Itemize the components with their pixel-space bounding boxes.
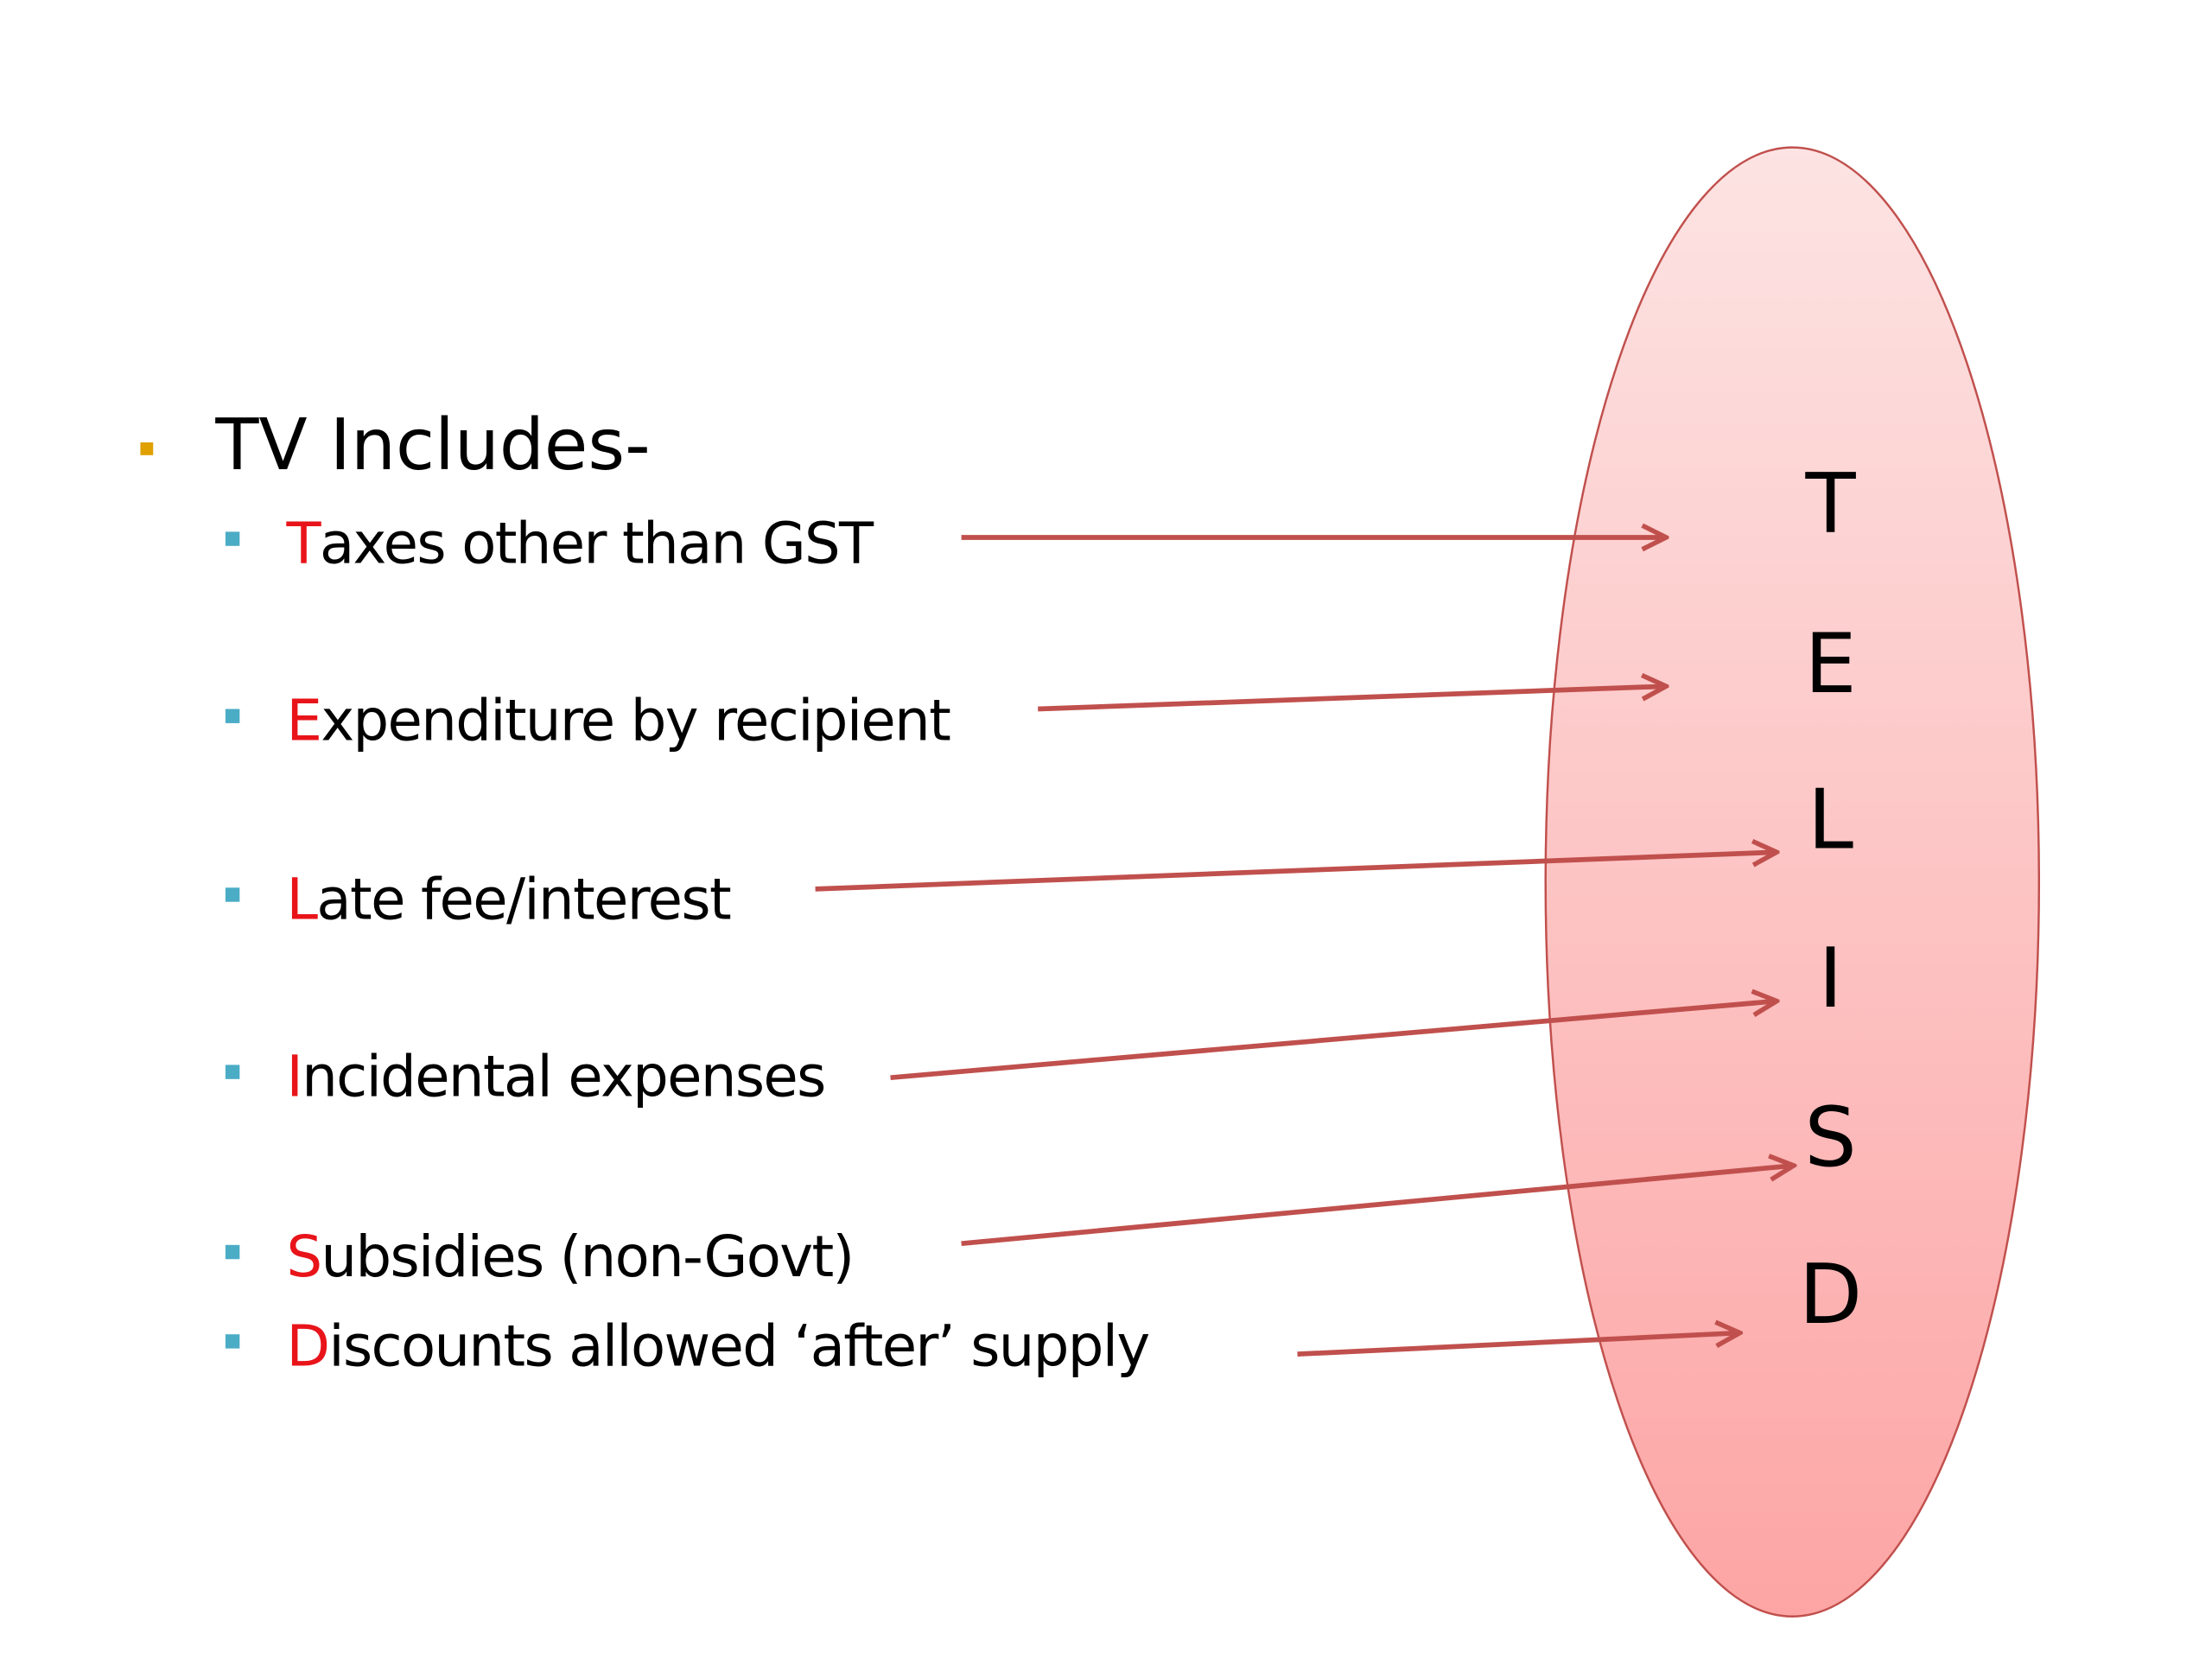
item-initial: D (286, 1313, 328, 1379)
acronym-letter: T (1804, 456, 1856, 551)
item-rest: xpenditure by recipient (321, 689, 950, 754)
arrow (1297, 1333, 1740, 1357)
sub-bullet (225, 887, 240, 902)
item-initial: T (285, 511, 321, 576)
item-rest: axes other than GST (320, 511, 874, 576)
sub-bullet (225, 531, 240, 546)
item-list: Taxes other than GST Expenditure by recip… (225, 511, 1794, 1379)
arrow (890, 1001, 1777, 1081)
item-initial: E (286, 689, 321, 754)
item-text: Expenditure by recipient (286, 689, 950, 754)
arrow (1038, 686, 1666, 712)
acronym-letter: S (1804, 1090, 1856, 1185)
bullet (140, 442, 154, 455)
item-text: Subsidies (non-Govt) (286, 1224, 853, 1290)
item-text: Taxes other than GST (285, 511, 874, 576)
item-initial: L (286, 867, 318, 932)
sub-bullet (225, 1244, 240, 1260)
acronym-letter: L (1808, 772, 1853, 868)
item-initial: S (286, 1224, 321, 1290)
heading: TV Includes- (214, 404, 650, 486)
sub-bullet (225, 1334, 240, 1349)
arrow (815, 852, 1777, 892)
item-rest: iscounts allowed ‘after’ supply (328, 1313, 1148, 1379)
acronym-letter: D (1799, 1248, 1862, 1343)
acronym-letter: E (1805, 617, 1857, 712)
item-rest: ubsidies (non-Govt) (321, 1224, 854, 1290)
item-text: Incidental expenses (286, 1045, 824, 1110)
sub-bullet (225, 1065, 240, 1079)
item-rest: ate fee/interest (316, 867, 731, 932)
item-initial: I (286, 1045, 302, 1110)
arrow (961, 1166, 1794, 1247)
item-text: Discounts allowed ‘after’ supply (286, 1313, 1148, 1379)
acronym-letter: I (1819, 931, 1843, 1027)
item-text: Late fee/interest (286, 867, 730, 932)
item-rest: ncidental expenses (302, 1045, 824, 1110)
ellipse (1544, 146, 2041, 1618)
sub-bullet (225, 709, 240, 723)
